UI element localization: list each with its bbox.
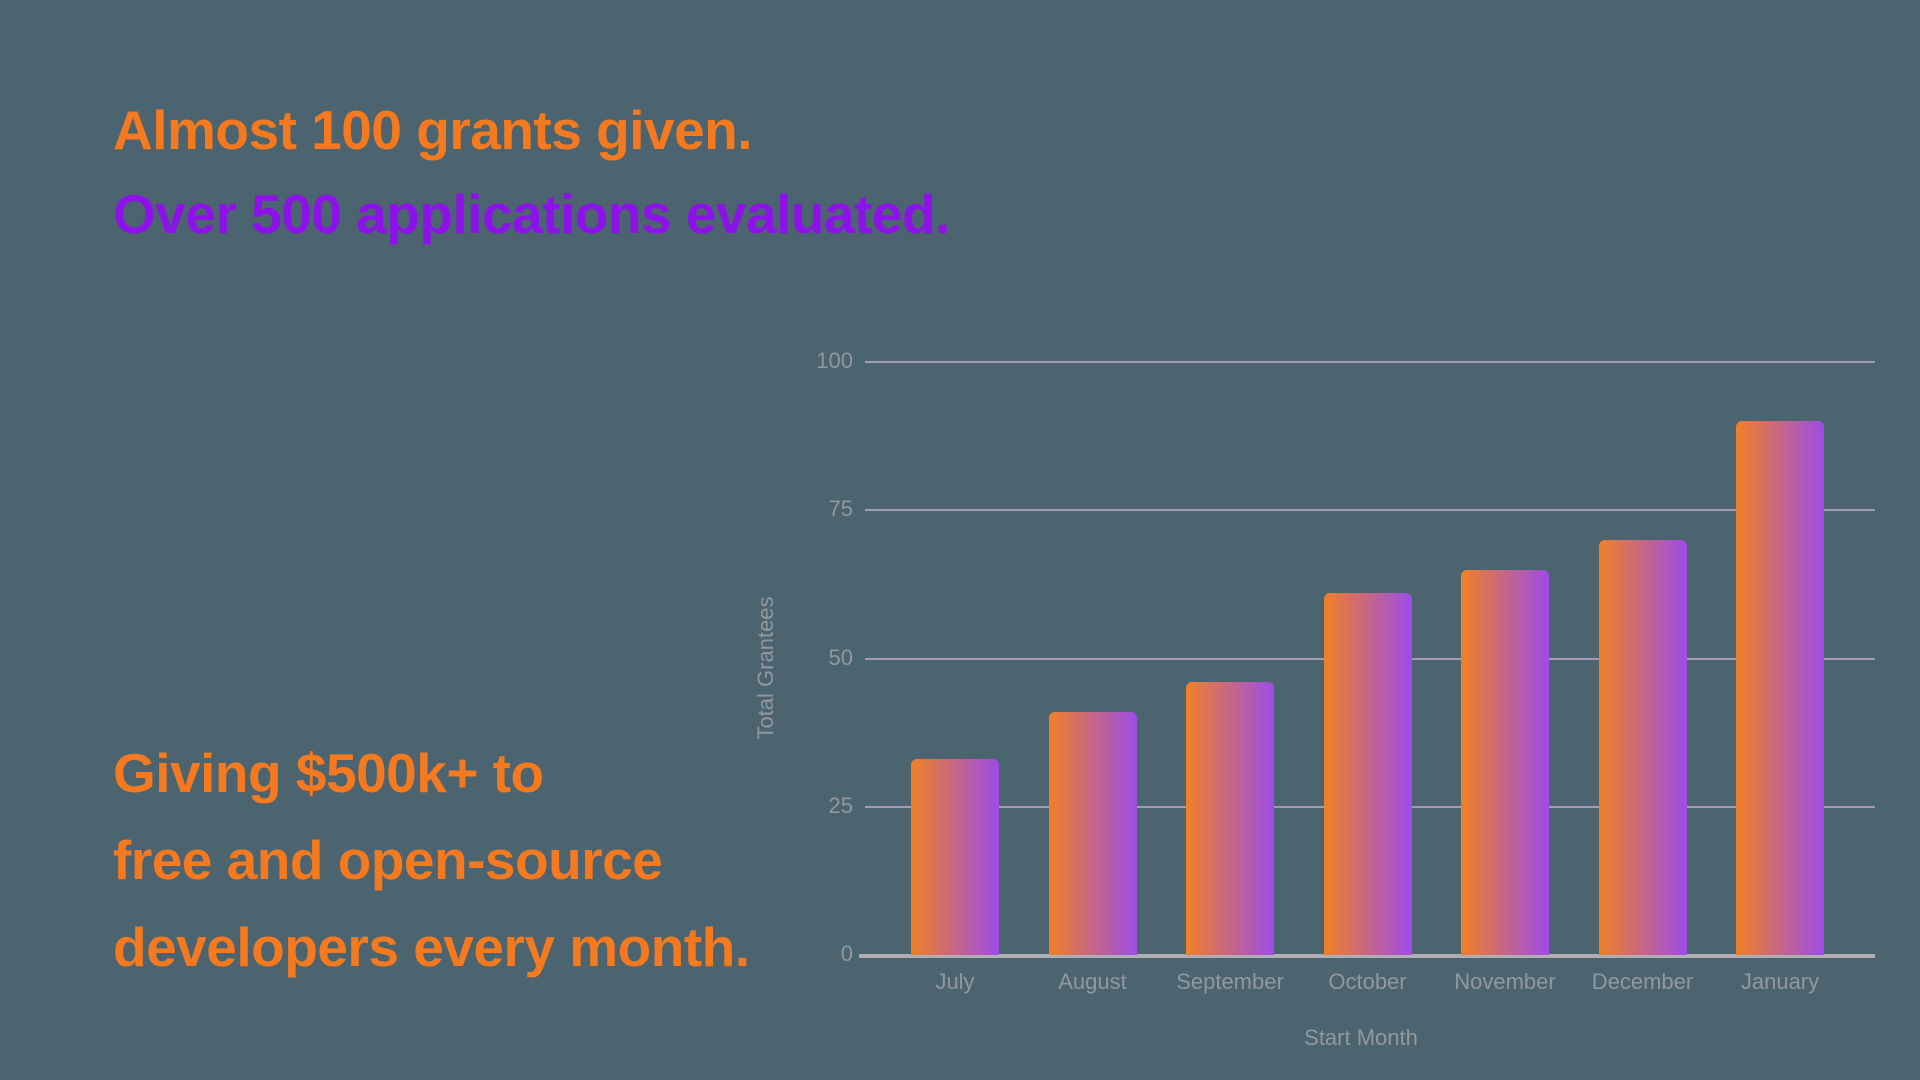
y-tick-label-75: 75 <box>828 496 853 522</box>
x-axis-line <box>859 954 1875 958</box>
headline-line-1: Almost 100 grants given. <box>113 99 753 161</box>
x-tick-label-october: October <box>1328 969 1407 994</box>
chart-bar-december <box>1598 539 1687 955</box>
x-tick-label-august: August <box>1058 969 1127 994</box>
x-tick-label-december: December <box>1591 969 1694 994</box>
bar-chart-plot-area: 0 25 50 75 100 July August September October Nove… <box>816 348 1875 1050</box>
x-axis-title: Start Month <box>1304 1025 1418 1050</box>
chart-bar-october <box>1323 593 1412 955</box>
x-tick-label-january: January <box>1740 969 1820 994</box>
chart-bar-july <box>911 759 999 955</box>
x-tick-label-july: July <box>935 969 975 994</box>
y-tick-label-50: 50 <box>828 644 853 670</box>
y-tick-label-25: 25 <box>828 792 853 818</box>
y-tick-label-100: 100 <box>816 348 853 373</box>
y-tick-label-0: 0 <box>840 941 853 966</box>
subheadline-line-1: Giving $500k+ to <box>113 742 544 804</box>
subheadline-line-2: free and open-source <box>113 829 663 891</box>
headline-line-2: Over 500 applications evaluated. <box>113 183 950 245</box>
chart-bar-january <box>1736 421 1824 955</box>
gridline-100 <box>865 361 1875 363</box>
chart-bar-august <box>1048 711 1137 955</box>
y-axis-title: Total Grantees <box>753 596 778 740</box>
subheadline-line-3: developers every month. <box>113 916 750 978</box>
subheadline-block: Giving $500k+ to free and open-source de… <box>113 730 750 991</box>
chart-bar-september <box>1186 682 1274 955</box>
gridline-75 <box>865 509 1875 512</box>
headline-block: Almost 100 grants given. Over 500 applic… <box>113 88 950 256</box>
chart-bar-november <box>1461 569 1549 955</box>
x-tick-label-september: September <box>1176 969 1284 994</box>
x-tick-label-november: November <box>1454 969 1556 994</box>
